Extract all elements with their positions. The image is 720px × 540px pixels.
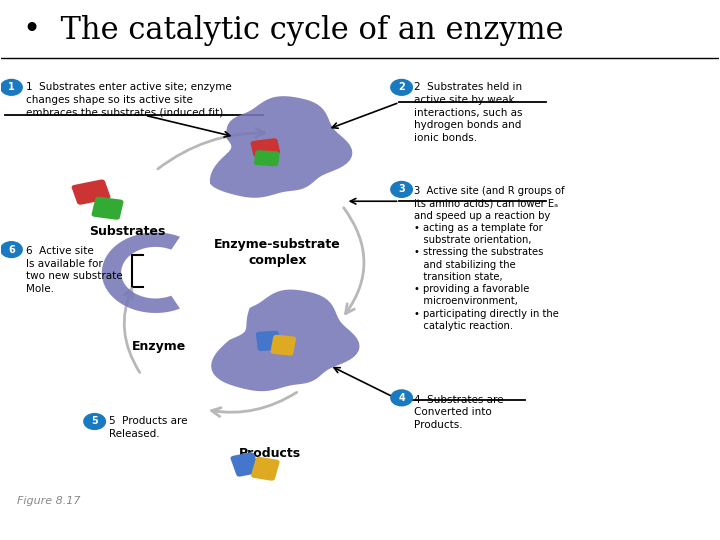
Circle shape	[83, 413, 106, 430]
Polygon shape	[102, 232, 180, 313]
Polygon shape	[211, 289, 359, 391]
Text: 2: 2	[398, 82, 405, 92]
FancyBboxPatch shape	[251, 138, 280, 157]
Text: 1: 1	[8, 82, 15, 92]
Text: Substrates: Substrates	[89, 225, 165, 238]
Text: 3: 3	[398, 185, 405, 194]
Text: •  The catalytic cycle of an enzyme: • The catalytic cycle of an enzyme	[23, 15, 564, 46]
FancyBboxPatch shape	[251, 457, 279, 481]
Circle shape	[0, 79, 23, 96]
Circle shape	[390, 181, 413, 198]
Polygon shape	[210, 96, 352, 198]
Text: 6  Active site
Is available for
two new substrate
Mole.: 6 Active site Is available for two new s…	[27, 246, 123, 294]
Text: 2  Substrates held in
active site by weak
interactions, such as
hydrogen bonds a: 2 Substrates held in active site by weak…	[414, 82, 522, 143]
Text: Enzyme: Enzyme	[132, 340, 186, 353]
Text: 4: 4	[398, 393, 405, 403]
Circle shape	[390, 79, 413, 96]
Text: Figure 8.17: Figure 8.17	[17, 496, 81, 507]
FancyBboxPatch shape	[71, 179, 110, 205]
Text: Enzyme-substrate
complex: Enzyme-substrate complex	[214, 238, 341, 267]
FancyBboxPatch shape	[254, 150, 279, 166]
Text: 3  Active site (and R groups of
its amino acids) can lower Eₐ
and speed up a rea: 3 Active site (and R groups of its amino…	[414, 186, 564, 331]
Text: Products: Products	[239, 447, 302, 460]
FancyBboxPatch shape	[91, 197, 124, 220]
Text: 4  Substrates are
Converted into
Products.: 4 Substrates are Converted into Products…	[414, 395, 503, 430]
FancyBboxPatch shape	[256, 330, 281, 351]
Circle shape	[0, 241, 23, 258]
Circle shape	[390, 389, 413, 407]
Text: 1  Substrates enter active site; enzyme
changes shape so its active site
embrace: 1 Substrates enter active site; enzyme c…	[27, 82, 233, 118]
Text: 5  Products are
Released.: 5 Products are Released.	[109, 416, 187, 439]
FancyBboxPatch shape	[230, 453, 260, 477]
Text: 5: 5	[91, 416, 98, 427]
Text: 6: 6	[8, 245, 15, 254]
FancyBboxPatch shape	[271, 335, 296, 356]
